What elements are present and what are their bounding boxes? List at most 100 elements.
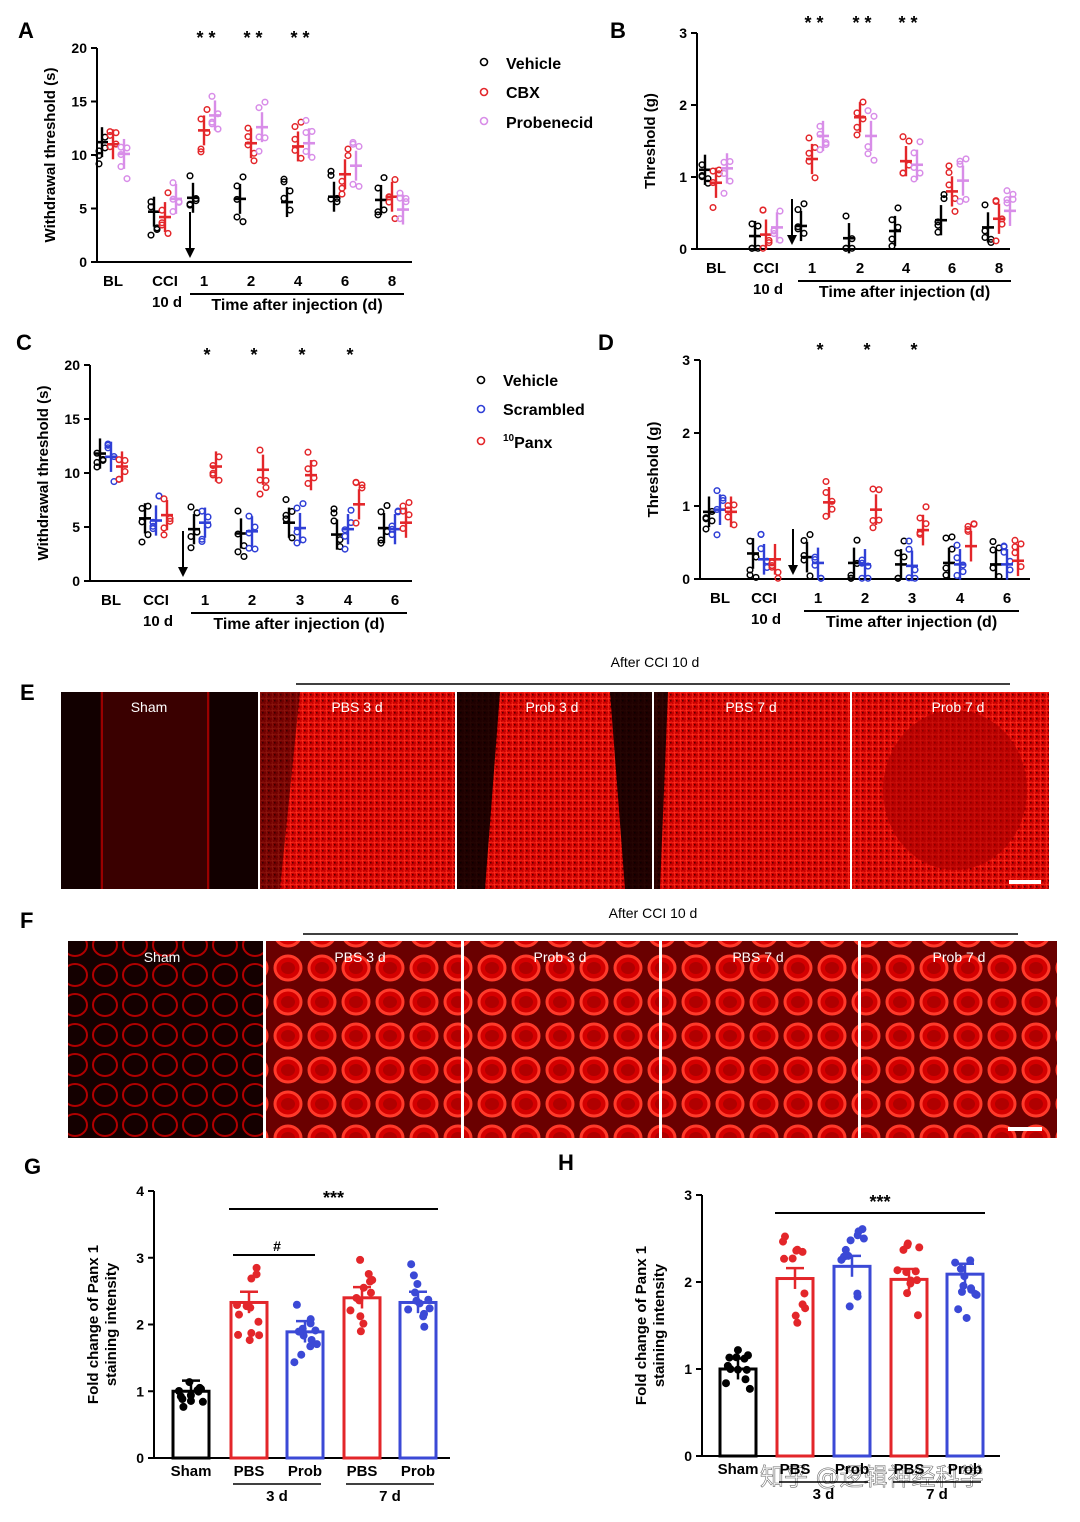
y-tick-label-H: 2 bbox=[684, 1274, 692, 1290]
data-dot-H bbox=[956, 1264, 965, 1273]
data-point-D bbox=[922, 503, 930, 511]
data-dot-H bbox=[800, 1289, 809, 1298]
data-dot-G bbox=[254, 1317, 263, 1326]
data-dot-H bbox=[741, 1375, 750, 1384]
bar-G bbox=[285, 1330, 325, 1460]
data-point-A bbox=[344, 145, 352, 153]
data-dot-H bbox=[915, 1243, 924, 1252]
x-tick-label-G: Sham bbox=[171, 1463, 212, 1480]
data-dot-G bbox=[234, 1310, 243, 1319]
x-tick-label-D: 2 bbox=[861, 590, 869, 607]
data-point-A bbox=[355, 142, 363, 151]
significance-C: * bbox=[203, 345, 210, 365]
data-point-B bbox=[805, 134, 813, 142]
data-point-A bbox=[380, 174, 388, 182]
header-after-cci-f: After CCI 10 d bbox=[609, 905, 698, 921]
data-point-A bbox=[186, 172, 194, 180]
x-axis-label-C: Time after injection (d) bbox=[213, 616, 384, 633]
data-dot-H bbox=[962, 1313, 971, 1322]
legend-panx-sup: 10 bbox=[503, 433, 515, 444]
data-point-D bbox=[757, 530, 765, 538]
data-point-B bbox=[962, 195, 970, 203]
group-label-H: 3 d bbox=[813, 1486, 835, 1503]
data-point-A bbox=[208, 92, 216, 100]
legend-marker-panx bbox=[476, 436, 486, 446]
data-point-D bbox=[774, 574, 782, 582]
data-point-B bbox=[720, 189, 728, 197]
group-label-G: 3 d bbox=[266, 1488, 288, 1505]
data-dot-H bbox=[743, 1351, 752, 1360]
data-point-C bbox=[330, 509, 338, 517]
data-point-B bbox=[1003, 187, 1011, 195]
data-point-C bbox=[240, 552, 248, 561]
legend-label-scrambled: Scrambled bbox=[503, 402, 585, 419]
data-dot-G bbox=[290, 1358, 299, 1367]
data-point-A bbox=[255, 147, 263, 155]
data-point-C bbox=[198, 537, 206, 546]
x-tick-sublabel-D: 10 d bbox=[751, 611, 781, 628]
data-point-C bbox=[262, 484, 270, 492]
data-dot-G bbox=[352, 1293, 361, 1302]
x-tick-label-D: 4 bbox=[956, 590, 965, 607]
y-tick-label-A: 0 bbox=[79, 254, 87, 270]
legend-marker-vehicle bbox=[479, 57, 489, 67]
data-dot-G bbox=[420, 1322, 429, 1331]
image-title-e-sham: Sham bbox=[131, 699, 168, 715]
y-axis-label-B: Threshold (g) bbox=[642, 93, 659, 189]
significance-B: * * bbox=[804, 13, 823, 33]
data-point-C bbox=[160, 531, 168, 539]
data-point-B bbox=[905, 137, 913, 145]
injection-arrowhead-B bbox=[787, 235, 797, 245]
image-e-sham: Sham bbox=[61, 692, 258, 889]
image-title-e-pbs7: PBS 7 d bbox=[725, 699, 776, 715]
data-point-A bbox=[164, 189, 172, 197]
legend-label-vehicle: Vehicle bbox=[506, 56, 561, 73]
y-tick-label-G: 1 bbox=[136, 1383, 144, 1399]
group-label-H: 7 d bbox=[926, 1486, 948, 1503]
data-point-D bbox=[822, 477, 830, 486]
image-title-e-pbs3: PBS 3 d bbox=[331, 699, 382, 715]
data-dot-G bbox=[356, 1327, 365, 1336]
data-dot-G bbox=[233, 1300, 242, 1309]
data-dot-G bbox=[178, 1394, 187, 1403]
significance-D: * bbox=[816, 340, 823, 360]
x-tick-label-A: BL bbox=[103, 273, 123, 290]
x-tick-label-A: 8 bbox=[388, 273, 396, 290]
data-point-B bbox=[945, 168, 953, 177]
data-dot-G bbox=[359, 1319, 368, 1328]
data-dot-H bbox=[722, 1379, 730, 1388]
data-point-B bbox=[945, 162, 953, 170]
micrograph-row-f: After CCI 10 d Sham PBS 3 d Prob 3 d PBS… bbox=[68, 905, 1057, 1138]
data-dot-G bbox=[419, 1312, 428, 1321]
legend-cd: Vehicle Scrambled 10Panx bbox=[476, 373, 585, 452]
y-tick-label-H: 0 bbox=[684, 1448, 692, 1464]
group-label-G: 7 d bbox=[379, 1488, 401, 1505]
watermark-text: 知乎 @逻辑神经科学 bbox=[760, 1463, 984, 1491]
x-tick-sublabel-A: 10 d bbox=[152, 294, 182, 311]
significance-A: * * bbox=[243, 28, 262, 48]
data-point-D bbox=[970, 520, 978, 528]
data-point-A bbox=[302, 116, 310, 125]
data-point-B bbox=[759, 206, 767, 214]
data-point-A bbox=[355, 182, 363, 190]
legend-label-probenecid: Probenecid bbox=[506, 115, 593, 132]
data-point-C bbox=[198, 535, 206, 543]
x-tick-sublabel-C: 10 d bbox=[143, 613, 173, 630]
data-point-A bbox=[349, 140, 357, 148]
image-f-sham: Sham bbox=[68, 941, 263, 1138]
data-point-C bbox=[187, 544, 195, 552]
data-point-C bbox=[347, 506, 355, 514]
bar-G bbox=[398, 1300, 438, 1460]
x-tick-label-A: 4 bbox=[294, 273, 303, 290]
y-tick-label-D: 3 bbox=[682, 352, 690, 368]
data-point-A bbox=[153, 224, 161, 232]
y-tick-label-C: 5 bbox=[72, 519, 80, 535]
x-tick-label-H: PBS bbox=[894, 1461, 925, 1478]
data-point-B bbox=[864, 107, 872, 115]
data-dot-G bbox=[294, 1327, 303, 1336]
data-dot-H bbox=[793, 1318, 802, 1327]
data-dot-G bbox=[245, 1336, 254, 1345]
data-point-B bbox=[859, 98, 867, 106]
data-dot-H bbox=[903, 1289, 912, 1298]
data-point-B bbox=[888, 242, 896, 250]
